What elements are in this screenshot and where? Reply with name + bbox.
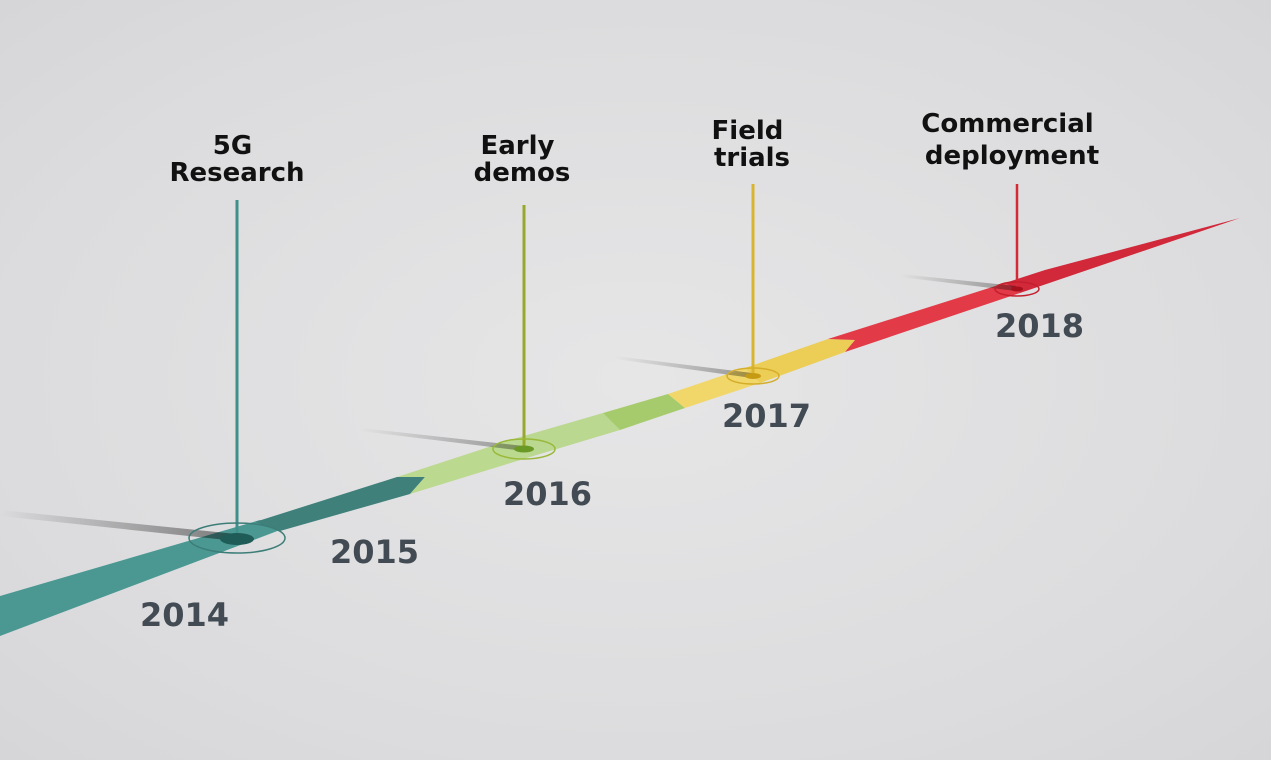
milestone-label: Field trials: [712, 116, 793, 173]
ribbon-segment-2014: [0, 520, 280, 636]
milestone-label-line2: Research: [169, 158, 304, 188]
milestone-field-trials: Field trials: [712, 116, 793, 385]
ribbon-segment-2016b: [510, 413, 620, 457]
year-label-2018: 2018: [995, 307, 1084, 345]
milestone-label-line2: trials: [714, 143, 790, 173]
milestone-label-line1: 5G: [213, 131, 252, 161]
milestone-label: 5G Research: [169, 131, 304, 188]
year-label-2017: 2017: [722, 397, 811, 435]
milestone-label: Commercial deployment: [921, 109, 1102, 171]
ribbon-segment-2018b: [1005, 218, 1240, 293]
ribbon-segment-2017b: [745, 339, 855, 383]
milestone-label-line2: demos: [474, 158, 571, 188]
year-label-2016: 2016: [503, 475, 592, 513]
milestone-ring: [492, 438, 556, 460]
milestone-dot: [745, 373, 761, 379]
milestone-dot: [1011, 286, 1023, 292]
year-labels: 2014 2015 2016 2017 2018: [140, 307, 1084, 634]
ribbon-segment-2018a: [828, 283, 1020, 352]
marker-shadows: [0, 274, 1016, 541]
milestone-ring: [726, 367, 780, 385]
ribbon-segment-2015: [255, 477, 425, 531]
milestone-label-line1: Early: [480, 131, 554, 161]
milestone-commercial-deployment: Commercial deployment: [921, 109, 1102, 297]
milestone-5g-research: 5G Research: [169, 131, 305, 554]
milestone-label-line2: deployment: [925, 141, 1099, 171]
milestone-label-line1: Field: [712, 116, 784, 146]
year-label-2014: 2014: [140, 596, 229, 634]
milestone-dot: [514, 445, 534, 453]
milestone-ring: [188, 522, 286, 554]
milestone-dot: [220, 533, 254, 545]
year-label-2015: 2015: [330, 533, 419, 571]
milestone-early-demos: Early demos: [474, 131, 571, 460]
milestone-label-line1: Commercial: [921, 109, 1093, 139]
milestone-label: Early demos: [474, 131, 571, 188]
milestone-ring: [994, 281, 1040, 297]
ribbon-segment-2016c: [603, 394, 685, 430]
ribbon-segment-2017a: [668, 368, 760, 408]
timeline-ribbon: [0, 218, 1240, 636]
